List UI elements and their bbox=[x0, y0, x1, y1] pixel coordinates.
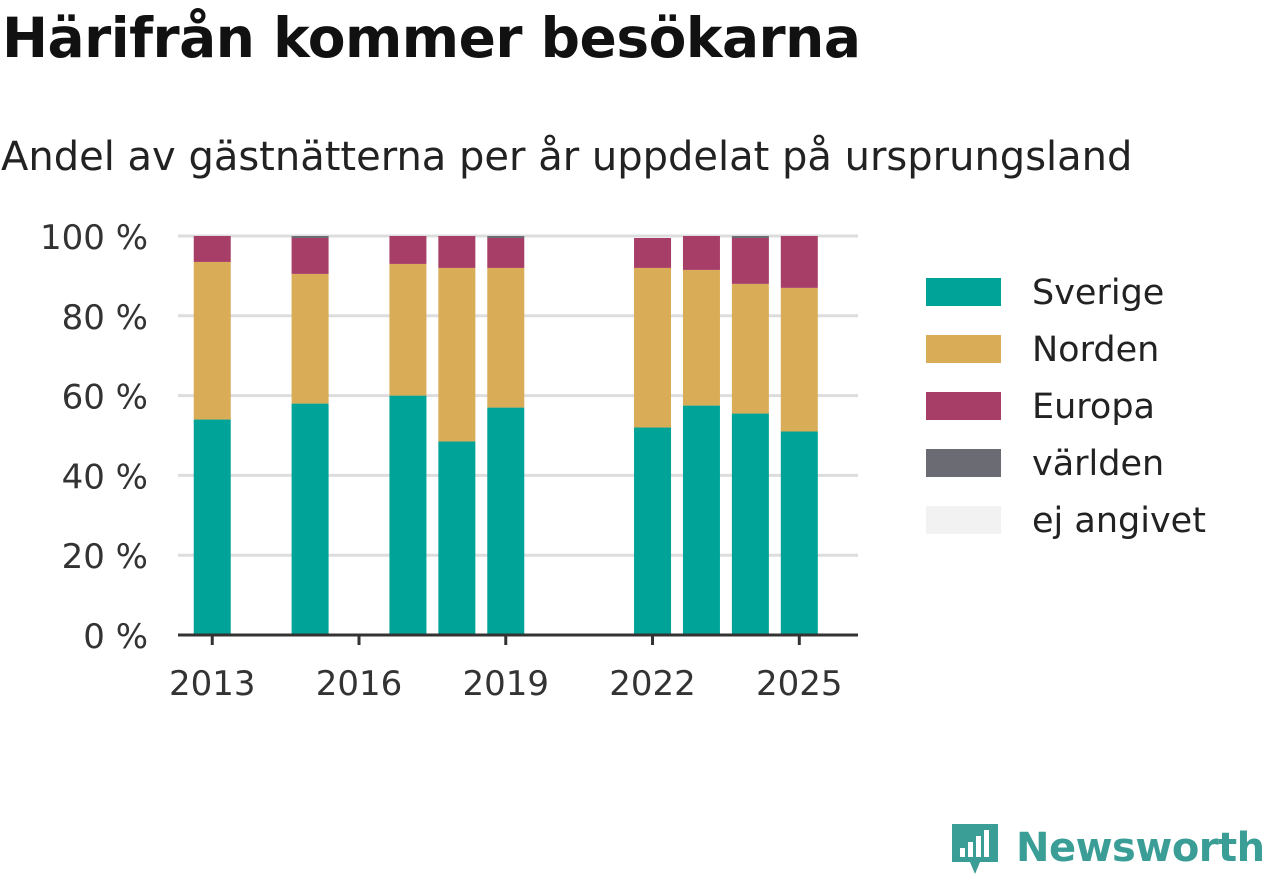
bar-segment bbox=[780, 287, 818, 432]
newsworthy-logo-icon bbox=[952, 824, 998, 874]
bar-segment bbox=[731, 413, 769, 635]
legend-label: ej angivet bbox=[1032, 501, 1206, 541]
y-tick-label: 0 % bbox=[83, 617, 148, 657]
bar-segment bbox=[193, 419, 231, 635]
bar-segment bbox=[682, 269, 720, 406]
legend-swatch bbox=[926, 506, 1001, 534]
bar-segment bbox=[780, 236, 818, 288]
bar-segment bbox=[487, 236, 525, 238]
x-tick-label: 2019 bbox=[463, 664, 550, 704]
legend-swatch bbox=[926, 392, 1001, 420]
legend-swatch bbox=[926, 335, 1001, 363]
y-axis-ticks: 0 % 20 % 40 % 60 % 80 % 100 % bbox=[40, 218, 148, 657]
x-tick-label: 2025 bbox=[756, 664, 843, 704]
bar-segment bbox=[291, 273, 329, 404]
y-tick-label: 100 % bbox=[40, 218, 148, 258]
legend: Sverige Norden Europa världen ej angivet bbox=[926, 273, 1206, 541]
y-tick-label: 40 % bbox=[62, 457, 148, 497]
bar-segment bbox=[731, 236, 769, 238]
bar-segment bbox=[438, 236, 476, 268]
y-tick-label: 80 % bbox=[62, 298, 148, 338]
bar-segment bbox=[634, 267, 672, 428]
bar-segment bbox=[487, 407, 525, 635]
x-tick-label: 2013 bbox=[169, 664, 256, 704]
bar-segment bbox=[193, 236, 231, 262]
chart-title: Härifrån kommer besökarna bbox=[2, 6, 861, 70]
bars bbox=[193, 236, 818, 635]
brand-name: Newsworthy bbox=[1016, 825, 1262, 871]
bar-segment bbox=[389, 263, 427, 396]
bar-segment bbox=[193, 261, 231, 420]
bar-segment bbox=[487, 237, 525, 268]
bar-segment bbox=[291, 237, 329, 274]
legend-label: världen bbox=[1032, 444, 1164, 484]
stacked-bar-chart: 0 % 20 % 40 % 60 % 80 % 100 % 2013 2016 2019 202… bbox=[40, 218, 1206, 704]
legend-label: Europa bbox=[1032, 387, 1155, 427]
legend-swatch bbox=[926, 278, 1001, 306]
legend-swatch bbox=[926, 449, 1001, 477]
legend-label: Sverige bbox=[1032, 273, 1164, 313]
chart-subtitle: Andel av gästnätterna per år uppdelat på… bbox=[1, 134, 1133, 180]
legend-label: Norden bbox=[1032, 330, 1159, 370]
x-tick-label: 2016 bbox=[316, 664, 403, 704]
brand-logo[interactable]: Newsworthy bbox=[950, 818, 1262, 878]
y-tick-label: 20 % bbox=[62, 537, 148, 577]
y-tick-label: 60 % bbox=[62, 378, 148, 418]
x-tick-label: 2022 bbox=[609, 664, 696, 704]
x-axis: 2013 2016 2019 2022 2025 bbox=[169, 633, 858, 704]
bar-segment bbox=[634, 427, 672, 635]
bar-segment bbox=[438, 441, 476, 635]
bar-segment bbox=[487, 267, 525, 408]
bar-segment bbox=[389, 395, 427, 635]
bar-segment bbox=[438, 267, 476, 442]
bar-segment bbox=[682, 405, 720, 635]
bar-segment bbox=[731, 237, 769, 284]
bar-segment bbox=[731, 283, 769, 414]
bar-segment bbox=[780, 431, 818, 635]
bar-segment bbox=[634, 237, 672, 268]
bar-segment bbox=[291, 403, 329, 635]
bar-segment bbox=[389, 236, 427, 264]
bar-segment bbox=[291, 236, 329, 238]
bar-segment bbox=[682, 236, 720, 270]
